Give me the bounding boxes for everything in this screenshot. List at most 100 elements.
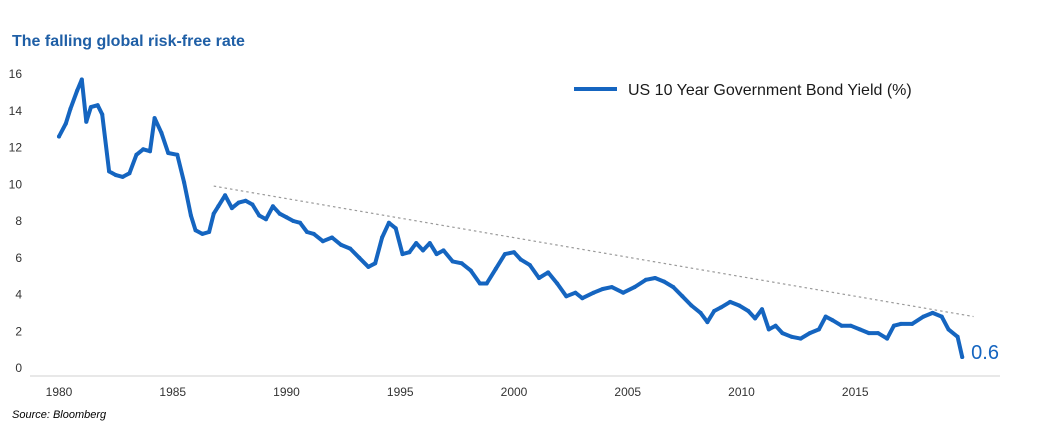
- data-point: [127, 171, 132, 176]
- data-point: [484, 281, 489, 286]
- data-point: [305, 230, 309, 234]
- data-point: [236, 200, 241, 205]
- data-point: [207, 230, 212, 234]
- data-point: [68, 106, 73, 111]
- data-point: [400, 252, 405, 257]
- data-point: [518, 257, 523, 262]
- data-point: [311, 231, 316, 236]
- data-point: [148, 149, 152, 154]
- data-point: [88, 105, 93, 110]
- data-point: [839, 323, 844, 328]
- x-tick-label: 1980: [46, 385, 73, 399]
- x-tick-label: 2000: [501, 385, 528, 399]
- data-point: [141, 147, 146, 152]
- data-point: [609, 285, 614, 290]
- data-point: [816, 327, 821, 332]
- legend-label: US 10 Year Government Bond Yield (%): [628, 82, 912, 99]
- data-point: [891, 323, 896, 328]
- data-point: [537, 276, 541, 280]
- data-point: [330, 235, 334, 240]
- data-point: [789, 334, 794, 339]
- data-point: [780, 331, 785, 336]
- data-point: [166, 151, 171, 155]
- x-tick-label: 1990: [273, 385, 300, 399]
- x-tick-label: 2005: [614, 385, 641, 399]
- data-point: [773, 323, 778, 328]
- data-point: [100, 112, 105, 117]
- data-point: [200, 231, 205, 236]
- x-tick-label: 2010: [728, 385, 755, 399]
- data-point: [866, 331, 871, 336]
- data-point: [298, 220, 303, 225]
- data-point: [407, 250, 412, 255]
- data-point: [662, 279, 667, 284]
- data-point: [857, 327, 862, 332]
- data-point: [671, 285, 676, 290]
- data-point: [223, 193, 228, 198]
- data-point: [728, 299, 733, 304]
- data-point: [876, 331, 880, 336]
- chart-title: The falling global risk-free rate: [12, 33, 245, 50]
- y-tick-label: 16: [9, 67, 23, 81]
- data-point: [955, 334, 960, 339]
- x-axis-ticks: 1980 1985 1990 1995 2000 2005 2010 2015: [46, 385, 869, 399]
- data-point: [477, 281, 482, 286]
- data-point: [580, 296, 585, 301]
- data-point: [441, 248, 446, 253]
- legend: US 10 Year Government Bond Yield (%): [574, 82, 912, 99]
- data-point: [75, 88, 80, 93]
- data-point: [653, 276, 658, 280]
- data-point: [848, 323, 853, 328]
- data-point: [960, 355, 965, 359]
- data-point: [546, 270, 551, 275]
- data-point: [591, 290, 596, 295]
- data-point: [277, 211, 282, 216]
- data-point: [434, 252, 439, 257]
- data-point: [414, 241, 419, 246]
- data-point: [746, 309, 751, 313]
- data-point: [502, 252, 507, 257]
- data-point: [830, 318, 835, 323]
- data-point: [512, 250, 516, 255]
- data-point: [921, 314, 926, 319]
- data-point: [366, 264, 371, 269]
- data-point: [291, 219, 296, 223]
- x-tick-label: 1985: [159, 385, 186, 399]
- data-point: [113, 173, 118, 178]
- data-point: [159, 130, 164, 135]
- data-point: [250, 202, 255, 207]
- y-tick-label: 6: [15, 251, 22, 265]
- series-points: [57, 77, 965, 359]
- data-point: [63, 121, 68, 126]
- data-point: [380, 235, 385, 240]
- data-point: [910, 321, 915, 326]
- data-point: [798, 336, 803, 341]
- data-point: [680, 294, 685, 299]
- data-point: [689, 303, 694, 308]
- data-point: [257, 213, 262, 218]
- data-point: [719, 305, 723, 310]
- data-point: [229, 206, 234, 211]
- x-tick-label: 2015: [842, 385, 869, 399]
- data-point: [737, 303, 742, 308]
- source-note: Source: Bloomberg: [12, 409, 107, 421]
- data-point: [459, 261, 464, 266]
- data-point: [573, 290, 578, 295]
- data-point: [284, 215, 289, 220]
- data-point: [807, 331, 812, 336]
- data-point: [211, 211, 216, 216]
- data-point: [320, 239, 325, 244]
- data-point: [120, 174, 125, 179]
- data-point: [698, 310, 703, 315]
- data-point: [216, 204, 221, 209]
- y-tick-label: 0: [15, 361, 22, 375]
- y-tick-label: 2: [15, 324, 22, 338]
- data-point: [182, 180, 187, 185]
- data-point: [357, 255, 362, 260]
- data-point: [760, 307, 764, 312]
- y-tick-label: 8: [15, 214, 22, 228]
- y-tick-label: 14: [9, 104, 23, 118]
- data-point: [898, 321, 903, 326]
- series-line-us10y: [57, 77, 965, 359]
- data-point: [152, 116, 157, 121]
